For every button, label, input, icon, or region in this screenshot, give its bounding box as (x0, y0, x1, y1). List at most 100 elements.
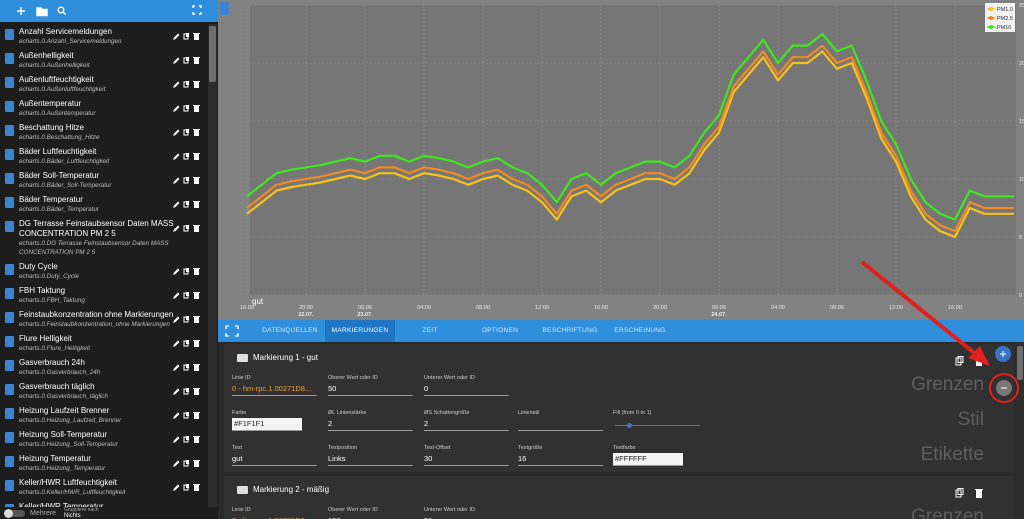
field-label: Oberer Wert oder ID (328, 375, 378, 381)
list-item[interactable]: Außentemperatur echarts.0.Außentemperatur (0, 96, 207, 120)
delete-icon[interactable] (194, 317, 199, 323)
field-value[interactable]: 100 (328, 515, 413, 519)
field-value[interactable]: 2 (424, 418, 509, 431)
delete-icon[interactable] (976, 358, 982, 366)
tab[interactable]: BESCHRIFTUNG (542, 327, 598, 334)
field-value[interactable]: #F1F1F1 (232, 418, 302, 431)
edit-icon[interactable] (173, 225, 180, 233)
list-item[interactable]: Bäder Soll-Temperatur echarts.0.Bäder_Sol… (0, 168, 207, 192)
scroll-thumb[interactable] (209, 26, 216, 82)
edit-icon[interactable] (173, 268, 180, 276)
field-value[interactable]: 2 (328, 418, 413, 431)
list-item[interactable]: Feinstaubkonzentration ohne Markierungen… (0, 307, 207, 331)
expand-icon[interactable] (192, 5, 202, 15)
edit-icon[interactable] (173, 105, 180, 113)
delete-icon[interactable] (194, 413, 199, 419)
delete-icon[interactable] (194, 389, 199, 395)
item-title: Keller/HWR Luftfeuchtigkeit (19, 478, 117, 487)
edit-icon[interactable] (173, 484, 180, 492)
edit-icon[interactable] (173, 129, 180, 137)
field-value[interactable]: 30 (424, 453, 509, 466)
edit-icon[interactable] (173, 388, 180, 396)
delete-icon[interactable] (194, 106, 199, 112)
edit-icon[interactable] (173, 201, 180, 209)
field-label: Unterer Wert oder ID (424, 507, 475, 513)
list-item[interactable]: Duty Cycle echarts.0.Duty_Cycle (0, 259, 207, 283)
x-tick-label: 00:00 23.07. (357, 305, 373, 318)
add-folder-icon[interactable] (36, 7, 48, 17)
delete-icon[interactable] (194, 461, 199, 467)
field-value[interactable]: #FFFFFF (613, 453, 683, 466)
list-item[interactable]: Heizung Temperatur echarts.0.Heizung_Temp… (0, 451, 207, 475)
delete-icon[interactable] (194, 130, 199, 136)
item-id: echarts.0.Außenhelligkeit (19, 62, 90, 69)
list-item[interactable]: Anzahl Servicemeldungen echarts.0.Anzahl_… (0, 24, 207, 48)
edit-icon[interactable] (173, 177, 180, 185)
delete-icon[interactable] (194, 341, 199, 347)
delete-icon[interactable] (976, 490, 982, 498)
x-tick-label: 12:00 (889, 305, 903, 311)
field-value[interactable]: 51 (424, 515, 509, 519)
tab[interactable]: MARKIERUNGEN (325, 320, 395, 342)
delete-icon[interactable] (194, 202, 199, 208)
field-value[interactable]: 16 (518, 453, 603, 466)
field-value[interactable]: 0 - hm-rpc.1.00271D8... (232, 515, 317, 519)
list-item[interactable]: Heizung Soll-Temperatur echarts.0.Heizung… (0, 427, 207, 451)
list-item[interactable]: FBH Taktung echarts.0.FBH_Taktung (0, 283, 207, 307)
panel-scroll-thumb[interactable] (1017, 346, 1023, 380)
list-item[interactable]: Außenhelligkeit echarts.0.Außenhelligkeit (0, 48, 207, 72)
group-value[interactable]: Nichts (64, 513, 81, 519)
field-value[interactable]: Links (328, 453, 413, 466)
list-item[interactable]: Beschattung Hitze echarts.0.Beschattung_H… (0, 120, 207, 144)
list-item[interactable]: DG Terrasse Feinstaubsensor Daten MASS C… (0, 216, 207, 259)
field-value[interactable]: 50 (328, 383, 413, 396)
edit-icon[interactable] (173, 340, 180, 348)
tab[interactable]: ERSCHEINUNG (614, 327, 666, 334)
edit-icon[interactable] (173, 436, 180, 444)
edit-icon[interactable] (173, 33, 180, 41)
field-value[interactable]: gut (232, 453, 317, 466)
delete-icon[interactable] (194, 82, 199, 88)
item-actions (173, 153, 200, 161)
delete-icon[interactable] (194, 154, 199, 160)
field-value[interactable]: 0 (424, 383, 509, 396)
search-icon[interactable] (57, 6, 65, 14)
menu-button[interactable] (220, 2, 229, 15)
list-item[interactable]: Keller/HWR Temperaturecharts.0.Keller/HW… (0, 499, 207, 508)
toggle[interactable] (5, 510, 25, 517)
edit-icon[interactable] (173, 364, 180, 372)
edit-icon[interactable] (173, 81, 180, 89)
field-value[interactable]: 0 - hm-rpc.1.00271D8... (232, 383, 317, 396)
list-item[interactable]: Bäder Luftfeuchtigkeit echarts.0.Bäder_Lu… (0, 144, 207, 168)
list-item[interactable]: Flure Helligkeit echarts.0.Flure_Helligke… (0, 331, 207, 355)
tab[interactable]: OPTIONEN (481, 327, 519, 334)
field-value[interactable] (518, 418, 603, 431)
fullscreen-icon[interactable] (222, 320, 242, 342)
edit-icon[interactable] (173, 412, 180, 420)
delete-icon[interactable] (194, 437, 199, 443)
list-item[interactable]: Keller/HWR Luftfeuchtigkeit echarts.0.Kel… (0, 475, 207, 499)
list-item[interactable]: Außenluftfeuchtigkeit echarts.0.Außenluft… (0, 72, 207, 96)
edit-icon[interactable] (173, 292, 180, 300)
edit-icon[interactable] (173, 57, 180, 65)
delete-icon[interactable] (194, 58, 199, 64)
delete-icon[interactable] (194, 226, 199, 232)
x-tick-label: 12:00 (535, 305, 549, 311)
list-item[interactable]: Heizung Laufzeit Brenner echarts.0.Heizun… (0, 403, 207, 427)
edit-icon[interactable] (173, 460, 180, 468)
tab[interactable]: ZEIT (422, 327, 438, 334)
tab[interactable]: DATENQUELLEN (262, 327, 318, 334)
slider[interactable] (613, 418, 700, 431)
delete-icon[interactable] (194, 293, 199, 299)
add-icon[interactable] (17, 7, 25, 15)
list-item[interactable]: Bäder Temperatur echarts.0.Bäder_Temperat… (0, 192, 207, 216)
delete-icon[interactable] (194, 34, 199, 40)
delete-icon[interactable] (194, 178, 199, 184)
delete-icon[interactable] (194, 365, 199, 371)
delete-icon[interactable] (194, 485, 199, 491)
list-item[interactable]: Gasverbrauch täglich echarts.0.Gasverbrau… (0, 379, 207, 403)
list-item[interactable]: Gasverbrauch 24h echarts.0.Gasverbrauch_2… (0, 355, 207, 379)
delete-icon[interactable] (194, 269, 199, 275)
edit-icon[interactable] (173, 153, 180, 161)
edit-icon[interactable] (173, 316, 180, 324)
